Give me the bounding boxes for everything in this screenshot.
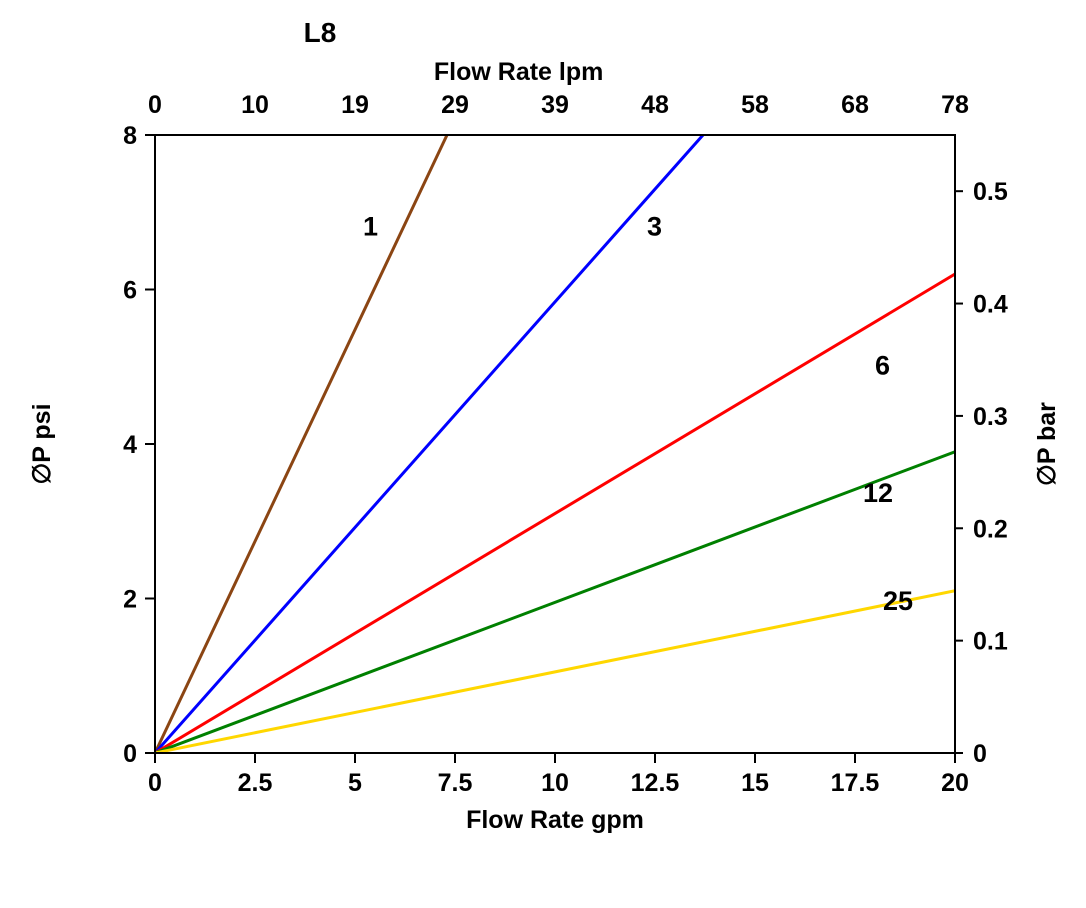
x-top-tick-label: 78 bbox=[941, 91, 969, 119]
y-right-tick-label: 0 bbox=[973, 740, 987, 768]
y-right-tick-label: 0.5 bbox=[973, 178, 1008, 206]
x-bottom-tick-label: 5 bbox=[348, 769, 362, 797]
chart-title: L8 bbox=[304, 17, 337, 48]
x-bottom-tick-label: 15 bbox=[741, 769, 769, 797]
x-bottom-tick-label: 7.5 bbox=[438, 769, 473, 797]
x-top-tick-label: 10 bbox=[241, 91, 269, 119]
x-bottom-tick-label: 0 bbox=[148, 769, 162, 797]
x-top-label: Flow Rate lpm bbox=[434, 58, 603, 86]
x-top-tick-label: 29 bbox=[441, 91, 469, 119]
series-label-6: 6 bbox=[875, 350, 890, 380]
y-left-tick-label: 6 bbox=[123, 277, 137, 305]
y-right-label: ∅P bar bbox=[1033, 402, 1061, 486]
y-left-tick-label: 2 bbox=[123, 586, 137, 614]
x-top-tick-label: 58 bbox=[741, 91, 769, 119]
y-left-label: ∅P psi bbox=[28, 403, 56, 484]
y-left-tick-label: 0 bbox=[123, 740, 137, 768]
x-top-tick-label: 0 bbox=[148, 91, 162, 119]
chart-container: 02.557.51012.51517.520010192939485868780… bbox=[0, 0, 1086, 908]
x-bottom-label: Flow Rate gpm bbox=[466, 806, 644, 834]
y-left-tick-label: 4 bbox=[123, 431, 137, 459]
chart-svg: 02.557.51012.51517.520010192939485868780… bbox=[0, 0, 1086, 908]
series-label-12: 12 bbox=[863, 478, 893, 508]
x-bottom-tick-label: 12.5 bbox=[631, 769, 680, 797]
series-label-1: 1 bbox=[363, 211, 378, 241]
y-right-tick-label: 0.2 bbox=[973, 515, 1008, 543]
series-label-3: 3 bbox=[647, 211, 662, 241]
x-top-tick-label: 48 bbox=[641, 91, 669, 119]
y-left-tick-label: 8 bbox=[123, 122, 137, 150]
x-bottom-tick-label: 10 bbox=[541, 769, 569, 797]
x-bottom-tick-label: 20 bbox=[941, 769, 969, 797]
x-bottom-tick-label: 17.5 bbox=[831, 769, 880, 797]
x-top-tick-label: 68 bbox=[841, 91, 869, 119]
series-label-25: 25 bbox=[883, 586, 913, 616]
y-right-tick-label: 0.4 bbox=[973, 291, 1008, 319]
x-top-tick-label: 19 bbox=[341, 91, 369, 119]
y-right-tick-label: 0.3 bbox=[973, 403, 1008, 431]
x-top-tick-label: 39 bbox=[541, 91, 569, 119]
y-right-tick-label: 0.1 bbox=[973, 628, 1008, 656]
x-bottom-tick-label: 2.5 bbox=[238, 769, 273, 797]
